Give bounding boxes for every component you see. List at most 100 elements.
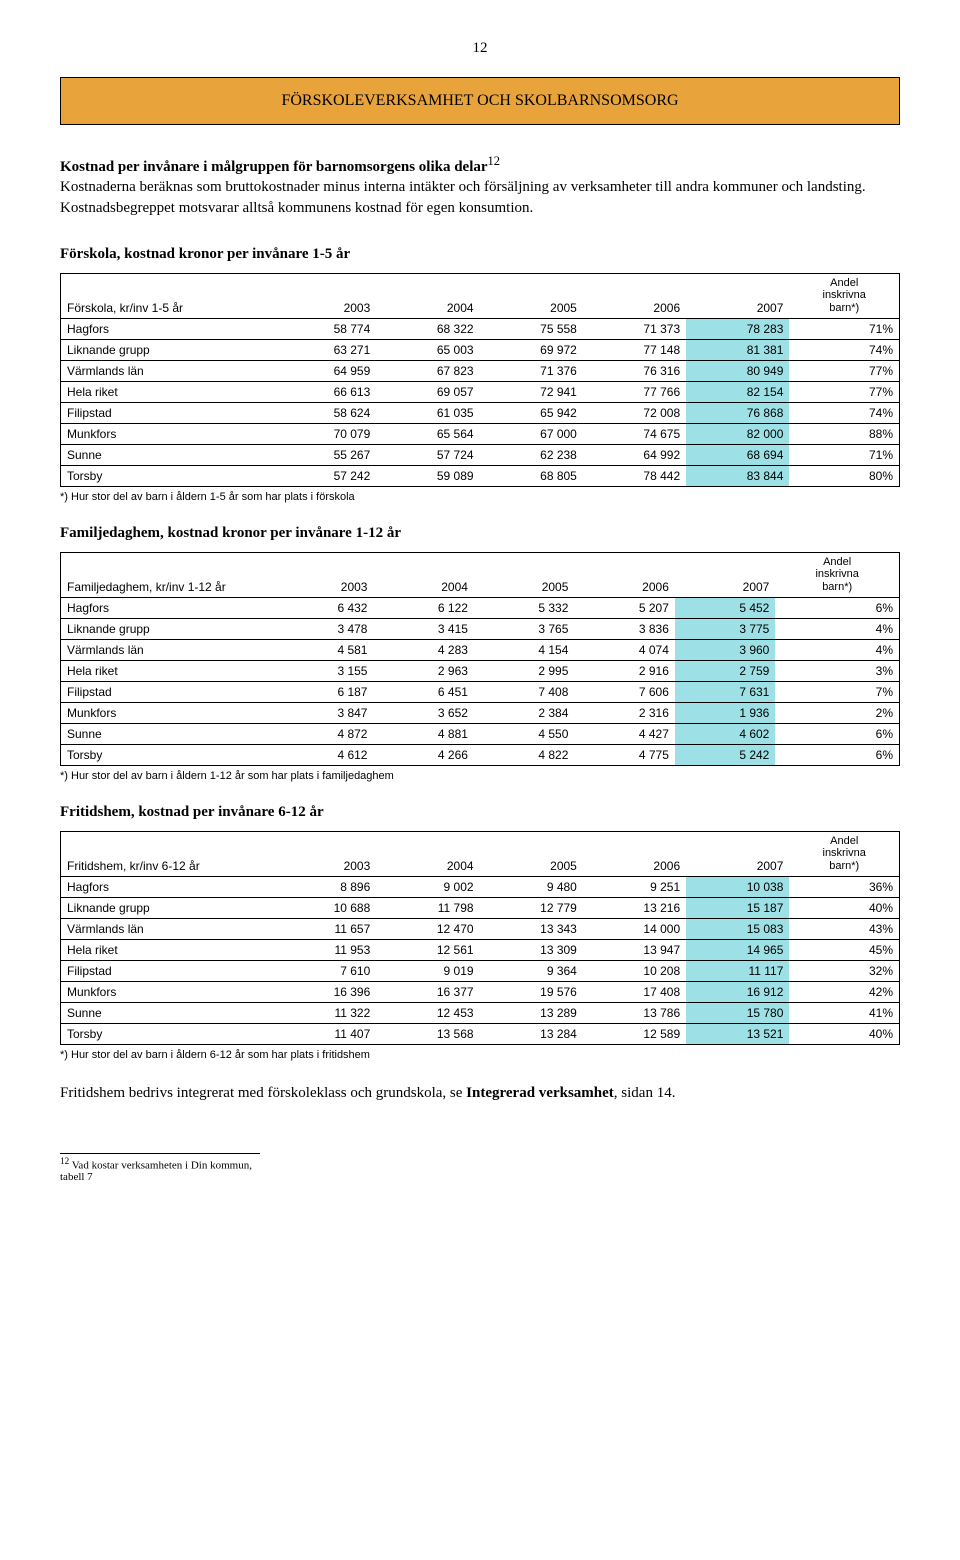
cell: 64 992 — [583, 444, 686, 465]
cell: 71% — [789, 444, 899, 465]
cell: 11 953 — [273, 939, 376, 960]
table-row: Filipstad6 1876 4517 4087 6067 6317% — [61, 681, 900, 702]
cell: 12 470 — [376, 918, 479, 939]
cell: 6% — [775, 723, 899, 744]
cell: 75 558 — [480, 318, 583, 339]
row-label: Torsby — [61, 465, 274, 486]
cell: 4 074 — [574, 639, 674, 660]
cell: 2 759 — [675, 660, 775, 681]
row-label: Hagfors — [61, 597, 274, 618]
cell: 69 972 — [480, 339, 583, 360]
cell: 80% — [789, 465, 899, 486]
row-title: Förskola, kr/inv 1-5 år — [61, 273, 274, 318]
cell: 4 775 — [574, 744, 674, 765]
row-label: Munkfors — [61, 981, 274, 1002]
table-row: Liknande grupp3 4783 4153 7653 8363 7754… — [61, 618, 900, 639]
cell: 4 872 — [273, 723, 373, 744]
cell: 13 521 — [686, 1023, 789, 1044]
cell: 3 960 — [675, 639, 775, 660]
cell: 9 364 — [480, 960, 583, 981]
table-row: Sunne11 32212 45313 28913 78615 78041% — [61, 1002, 900, 1023]
bottom-ref-text: Vad kostar verksamheten i Din kommun, ta… — [60, 1159, 252, 1183]
cell: 3 775 — [675, 618, 775, 639]
row-label: Liknande grupp — [61, 897, 274, 918]
row-label: Liknande grupp — [61, 618, 274, 639]
row-label: Torsby — [61, 1023, 274, 1044]
cell: 78 283 — [686, 318, 789, 339]
col-header: 2007 — [675, 552, 775, 597]
cell: 13 343 — [480, 918, 583, 939]
cell: 7 606 — [574, 681, 674, 702]
table-row: Munkfors16 39616 37719 57617 40816 91242… — [61, 981, 900, 1002]
closing-text: Fritidshem bedrivs integrerat med försko… — [60, 1083, 900, 1103]
table-row: Liknande grupp10 68811 79812 77913 21615… — [61, 897, 900, 918]
table-row: Filipstad7 6109 0199 36410 20811 11732% — [61, 960, 900, 981]
col-header: 2006 — [583, 273, 686, 318]
cell: 15 083 — [686, 918, 789, 939]
cell: 3 415 — [373, 618, 473, 639]
cell: 59 089 — [376, 465, 479, 486]
col-header: 2005 — [480, 273, 583, 318]
col-header: 2006 — [574, 552, 674, 597]
table-row: Hagfors6 4326 1225 3325 2075 4526% — [61, 597, 900, 618]
cell: 3 765 — [474, 618, 574, 639]
cell: 4 612 — [273, 744, 373, 765]
cell: 61 035 — [376, 402, 479, 423]
cell: 19 576 — [480, 981, 583, 1002]
cell: 8 896 — [273, 876, 376, 897]
table-row: Torsby57 24259 08968 80578 44283 84480% — [61, 465, 900, 486]
data-table: Familjedaghem, kr/inv 1-12 år20032004200… — [60, 552, 900, 766]
cell: 42% — [789, 981, 899, 1002]
cell: 62 238 — [480, 444, 583, 465]
col-header: 2004 — [376, 273, 479, 318]
cell: 9 002 — [376, 876, 479, 897]
cell: 6% — [775, 597, 899, 618]
cell: 4 550 — [474, 723, 574, 744]
row-label: Torsby — [61, 744, 274, 765]
row-label: Munkfors — [61, 702, 274, 723]
cell: 74% — [789, 339, 899, 360]
row-title: Familjedaghem, kr/inv 1-12 år — [61, 552, 274, 597]
cell: 6 451 — [373, 681, 473, 702]
cell: 7 631 — [675, 681, 775, 702]
cell: 68 694 — [686, 444, 789, 465]
cell: 12 561 — [376, 939, 479, 960]
table-row: Hagfors8 8969 0029 4809 25110 03836% — [61, 876, 900, 897]
row-label: Munkfors — [61, 423, 274, 444]
cell: 9 019 — [376, 960, 479, 981]
cell: 3 847 — [273, 702, 373, 723]
data-table: Fritidshem, kr/inv 6-12 år20032004200520… — [60, 831, 900, 1045]
cell: 16 396 — [273, 981, 376, 1002]
cell: 4% — [775, 639, 899, 660]
cell: 63 271 — [273, 339, 376, 360]
cell: 69 057 — [376, 381, 479, 402]
cell: 13 289 — [480, 1002, 583, 1023]
table-row: Munkfors3 8473 6522 3842 3161 9362% — [61, 702, 900, 723]
cell: 5 242 — [675, 744, 775, 765]
table-row: Hela riket66 61369 05772 94177 76682 154… — [61, 381, 900, 402]
row-label: Filipstad — [61, 960, 274, 981]
table-row: Liknande grupp63 27165 00369 97277 14881… — [61, 339, 900, 360]
row-title: Fritidshem, kr/inv 6-12 år — [61, 831, 274, 876]
col-header: 2007 — [686, 273, 789, 318]
cell: 7% — [775, 681, 899, 702]
cell: 77% — [789, 381, 899, 402]
cell: 7 408 — [474, 681, 574, 702]
cell: 4 266 — [373, 744, 473, 765]
cell: 3 155 — [273, 660, 373, 681]
cell: 4 283 — [373, 639, 473, 660]
cell: 16 377 — [376, 981, 479, 1002]
table-row: Värmlands län64 95967 82371 37676 31680 … — [61, 360, 900, 381]
cell: 13 284 — [480, 1023, 583, 1044]
cell: 77 766 — [583, 381, 686, 402]
row-label: Hela riket — [61, 939, 274, 960]
cell: 5 452 — [675, 597, 775, 618]
cell: 57 242 — [273, 465, 376, 486]
col-header: 2003 — [273, 831, 376, 876]
cell: 76 316 — [583, 360, 686, 381]
section-heading: Familjedaghem, kostnad kronor per invåna… — [60, 525, 900, 542]
table-row: Filipstad58 62461 03565 94272 00876 8687… — [61, 402, 900, 423]
row-label: Filipstad — [61, 402, 274, 423]
row-label: Hela riket — [61, 381, 274, 402]
cell: 4 822 — [474, 744, 574, 765]
